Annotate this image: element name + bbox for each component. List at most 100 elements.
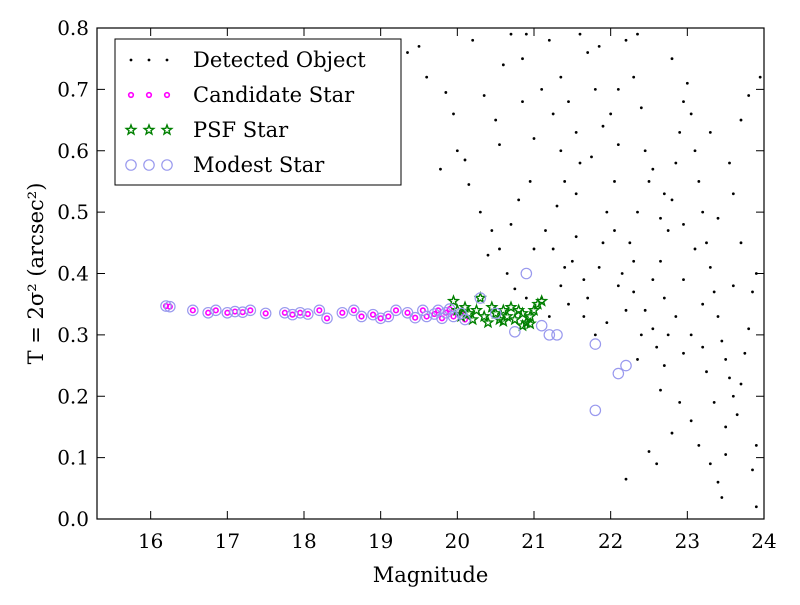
legend: Detected Object Candidate Star PSF Star Mod… (114, 38, 402, 186)
point-dot (712, 290, 716, 294)
point-dot (754, 505, 758, 509)
point-circle (304, 310, 311, 318)
x-tick-label: 24 (751, 529, 776, 553)
legend-label: Candidate Star (193, 83, 355, 107)
y-axis-label: T = 2σ² (arcsec²) (24, 183, 48, 365)
axis-ticks: 16 17 18 19 20 21 22 23 24 0.0 0.1 0.2 0.3 0.4 0.5 0.6 0… (57, 16, 777, 553)
point-dot (498, 247, 501, 251)
point-open-circle (589, 338, 602, 350)
point-dot (682, 278, 685, 282)
point-dot (705, 370, 708, 374)
x-tick-label: 17 (215, 529, 240, 553)
point-dot (620, 272, 624, 275)
point-dot (758, 75, 762, 79)
legend-marker-dot (129, 58, 133, 62)
point-dot (685, 81, 689, 85)
point-star (469, 303, 484, 316)
point-open-circle (443, 303, 456, 315)
point-dot (605, 210, 609, 214)
y-tick-label: 0.1 (57, 446, 89, 470)
point-open-circle (417, 304, 429, 317)
point-circle (369, 311, 377, 318)
point-dot (582, 315, 586, 318)
point-dot (613, 229, 616, 232)
point-dot (670, 57, 674, 61)
point-dot (632, 75, 636, 79)
point-circle (247, 307, 254, 314)
point-star (477, 309, 491, 323)
point-dot (521, 57, 524, 61)
point-dot (643, 149, 647, 153)
point-circle (224, 309, 231, 316)
point-circle (412, 314, 419, 321)
point-circle (404, 309, 411, 316)
point-open-circle (535, 319, 548, 332)
y-tick-label: 0.0 (57, 507, 89, 531)
point-open-circle (160, 300, 172, 312)
point-open-circle (543, 329, 556, 341)
point-dot (731, 192, 735, 196)
legend-marker-star (160, 122, 174, 136)
point-open-circle (474, 292, 487, 304)
point-circle (297, 309, 304, 316)
point-dot (490, 229, 494, 232)
point-dot (586, 296, 590, 300)
x-tick-label: 22 (598, 529, 623, 553)
point-dot (678, 400, 682, 404)
point-dot (662, 296, 666, 300)
y-tick-label: 0.3 (57, 323, 89, 347)
point-star (535, 294, 549, 307)
point-dot (521, 100, 524, 104)
legend-item: Detected Object (129, 48, 366, 72)
legend-label: Modest Star (193, 153, 325, 177)
legend-item: Candidate Star (127, 83, 355, 107)
point-dot (574, 130, 578, 134)
point-dot (578, 32, 582, 36)
point-dot (528, 180, 532, 183)
point-dot (689, 112, 693, 116)
legend-box (114, 38, 402, 186)
point-dot (747, 94, 751, 97)
point-dot (624, 38, 628, 42)
point-dot (636, 358, 639, 361)
point-dot (444, 91, 448, 94)
point-dot (647, 180, 651, 183)
point-star (515, 318, 530, 332)
y-tick-label: 0.2 (57, 384, 89, 408)
point-dot (693, 149, 697, 153)
point-circle (189, 307, 196, 314)
point-dot (743, 351, 747, 355)
point-dot (754, 443, 758, 447)
point-dot (555, 204, 559, 208)
point-dot (728, 161, 731, 165)
point-circle (316, 307, 323, 314)
x-tick-label: 21 (521, 529, 546, 553)
point-dot (505, 272, 509, 275)
point-open-circle (221, 306, 234, 319)
point-dot (601, 124, 605, 128)
point-dot (563, 265, 567, 269)
point-dot (708, 462, 712, 466)
y-tick-label: 0.5 (57, 200, 89, 224)
point-dot (708, 265, 712, 269)
point-dot (651, 167, 655, 171)
point-open-circle (313, 304, 326, 317)
legend-marker-dot (147, 58, 151, 62)
point-circle (339, 309, 346, 316)
legend-item: PSF Star (124, 118, 289, 142)
legend-marker-circle (145, 91, 153, 99)
point-dot (678, 130, 682, 134)
point-open-circle (390, 304, 402, 317)
point-dot (559, 284, 563, 288)
legend-marker-open-circle (125, 159, 137, 171)
point-dot (639, 333, 643, 337)
point-circle (392, 307, 400, 314)
point-dot (659, 216, 662, 220)
point-open-circle (420, 310, 433, 323)
point-dot (728, 376, 731, 380)
point-dot (593, 333, 597, 337)
point-dot (666, 333, 670, 337)
point-dot (705, 241, 708, 245)
point-dot (452, 112, 455, 116)
